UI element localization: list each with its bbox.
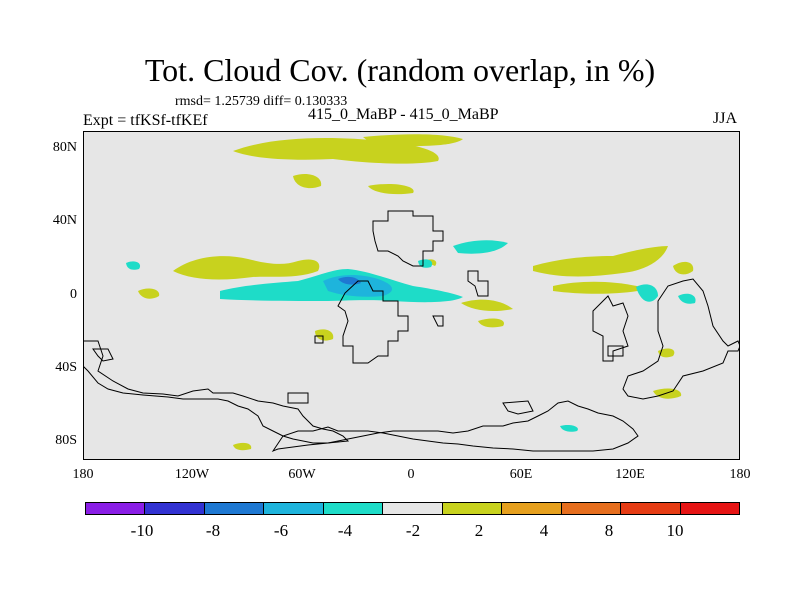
colorbar-label: -6: [273, 521, 289, 540]
colorbar-box: [86, 503, 146, 514]
anomaly-positive-band: [315, 329, 334, 341]
anomaly-positive-band: [478, 318, 504, 328]
y-tick-label: 80N: [52, 140, 77, 155]
colorbar-box: [621, 503, 681, 514]
map-canvas: [83, 134, 740, 453]
anomaly-negative-band: [338, 276, 361, 285]
colorbar-box: [561, 503, 622, 514]
colorbar-label: -2: [405, 521, 421, 540]
anomaly-positive-arctic: [293, 174, 322, 189]
y-tick-label: 80S: [55, 433, 77, 448]
colorbar-box: [680, 503, 739, 514]
colorbar: [85, 502, 740, 515]
x-tick-label: 60E: [509, 467, 533, 482]
anomaly-positive-band: [658, 348, 675, 358]
anomaly-positive-band: [533, 246, 668, 277]
y-tick-label: 40N: [52, 213, 77, 228]
anomaly-negative-band: [636, 284, 658, 302]
y-tick-label: 0: [70, 287, 77, 302]
plot-title: Tot. Cloud Cov. (random overlap, in %): [144, 52, 656, 88]
colorbar-label: -10: [130, 521, 154, 540]
colorbar-label: -4: [337, 521, 353, 540]
colorbar-box: [204, 503, 265, 514]
anomaly-negative-band: [453, 240, 508, 254]
anomaly-negative-band: [126, 261, 141, 270]
colorbar-label: -8: [205, 521, 221, 540]
x-tick-label: 180: [729, 467, 751, 482]
x-tick-label: 60W: [288, 467, 316, 482]
colorbar-box: [323, 503, 384, 514]
anomaly-positive-band: [553, 281, 648, 294]
y-tick-label: 40S: [55, 360, 77, 375]
x-tick-label: 120W: [174, 467, 210, 482]
anomaly-positive-band: [461, 299, 513, 311]
x-tick-label: 180: [72, 467, 94, 482]
anomaly-negative-band: [560, 424, 578, 432]
anomaly-positive-arctic: [368, 183, 414, 195]
colorbar-label: 10: [666, 521, 684, 540]
colorbar-label: 2: [474, 521, 484, 540]
coastlines: [83, 210, 740, 453]
colorbar-label: 8: [604, 521, 614, 540]
colorbar-box: [383, 503, 443, 514]
anomaly-positive-band: [173, 256, 320, 280]
stats-line: rmsd= 1.25739 diff= 0.130333: [175, 94, 348, 109]
colorbar-box: [502, 503, 562, 514]
experiment-label: Expt = tfKSf-tfKEf: [83, 112, 208, 129]
anomaly-positive-band: [673, 261, 694, 275]
anomaly-positive-band: [138, 288, 160, 299]
season-label: JJA: [713, 110, 738, 127]
plot-subtitle: 415_0_MaBP - 415_0_MaBP: [308, 106, 499, 123]
colorbar-box: [145, 503, 205, 514]
colorbar-box: [442, 503, 503, 514]
x-tick-label: 120E: [615, 467, 645, 482]
colorbar-box: [264, 503, 324, 514]
colorbar-label: 4: [539, 521, 549, 540]
anomaly-positive-arctic: [363, 134, 463, 147]
x-tick-label: 0: [407, 467, 415, 482]
anomaly-negative-band: [678, 293, 696, 304]
anomaly-positive-band: [233, 442, 252, 451]
anomaly-positive-band: [653, 388, 682, 399]
